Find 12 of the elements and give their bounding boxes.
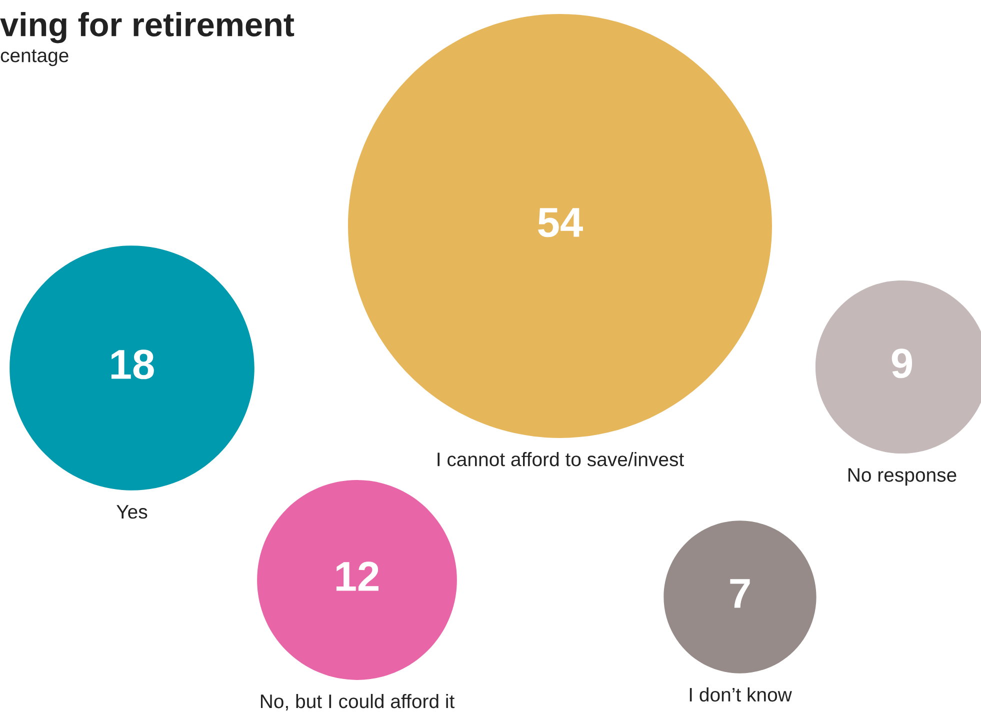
category-label: I cannot afford to save/invest bbox=[438, 452, 684, 466]
data-label: 9 bbox=[892, 348, 912, 378]
data-label: 18 bbox=[111, 350, 154, 380]
category-label: Yes bbox=[116, 505, 148, 519]
data-label: 12 bbox=[336, 562, 379, 591]
category-label: No, but I could afford it bbox=[260, 694, 455, 711]
data-label: 7 bbox=[730, 579, 750, 608]
text: centage bbox=[0, 50, 68, 66]
data-label: 54 bbox=[538, 208, 583, 238]
category-label: I don’t know bbox=[690, 687, 792, 702]
category-label: No response bbox=[848, 468, 956, 486]
text: ving for retirement bbox=[0, 12, 294, 44]
